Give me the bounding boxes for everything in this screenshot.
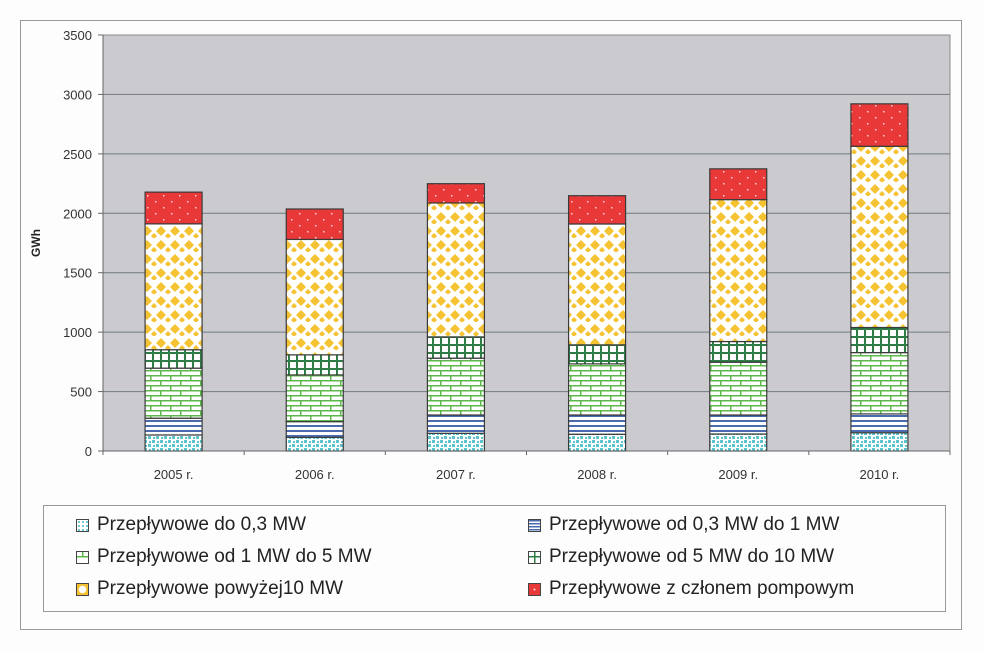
y-tick-label: 2500 [63, 147, 92, 162]
bar-segment [426, 432, 486, 452]
y-tick-label: 1500 [63, 266, 92, 281]
legend: Przepływowe do 0,3 MW Przepływowe od 0,3 … [43, 505, 946, 612]
legend-item: Przepływowe do 0,3 MW [76, 514, 306, 536]
bar-segment [850, 413, 909, 434]
bar-segment [709, 340, 768, 363]
bar-segment [285, 354, 344, 376]
plot-area [102, 34, 951, 452]
y-tick-label: 3500 [63, 28, 92, 43]
legend-swatch-icon [528, 518, 541, 532]
x-tick-label: 2006 r. [295, 467, 335, 482]
x-axis: 2005 r. 2006 r. 2007 r. 2008 r. 2009 r. 2010 … [102, 450, 951, 482]
y-tick-label: 500 [70, 385, 92, 400]
legend-swatch-icon [76, 550, 89, 564]
bar-segment [567, 433, 627, 452]
y-tick-label: 2000 [63, 206, 92, 221]
bar-stack [567, 195, 627, 452]
bar-segment [850, 351, 909, 415]
gridlines [103, 93, 950, 393]
x-tick-label: 2008 r. [577, 467, 617, 482]
legend-swatch-icon [76, 518, 89, 532]
bar-segment [567, 223, 627, 346]
legend-swatch-icon [76, 582, 89, 596]
bar-segment [144, 367, 203, 419]
legend-label: Przepływowe od 5 MW do 10 MW [549, 546, 835, 567]
bar-segment [850, 145, 909, 329]
y-tick-label: 1000 [63, 325, 92, 340]
bar-segment [850, 432, 909, 452]
x-tick-label: 2005 r. [154, 467, 194, 482]
bar-segment [426, 336, 486, 359]
bar-segment [285, 436, 344, 452]
legend-label: Przepływowe od 0,3 MW do 1 MW [549, 514, 840, 535]
bar-stack [144, 191, 203, 452]
legend-swatch-icon [528, 582, 541, 596]
bar-segment [144, 223, 203, 351]
legend-swatch-icon [528, 550, 541, 564]
bar-segment [709, 433, 768, 452]
legend-label: Przepływowe do 0,3 MW [97, 514, 307, 535]
bar-segment [850, 326, 909, 354]
legend-item: Przepływowe powyżej10 MW [76, 578, 343, 600]
bar-segment [426, 414, 486, 434]
y-tick-label: 0 [85, 444, 92, 459]
bar-segment [850, 103, 909, 147]
bar-segment [709, 199, 768, 343]
bar-segment [285, 238, 344, 356]
legend-item: Przepływowe od 0,3 MW do 1 MW [528, 514, 839, 536]
legend-item: Przepływowe z członem pompowym [528, 578, 854, 600]
bar-segment [426, 202, 486, 338]
bar-segment [709, 168, 768, 201]
bar-segment [285, 374, 344, 423]
legend-label: Przepływowe od 1 MW do 5 MW [97, 546, 372, 567]
y-tick-label: 3000 [63, 87, 92, 102]
bar-stack [285, 208, 344, 452]
x-tick-label: 2009 r. [718, 467, 758, 482]
bar-stack [426, 183, 486, 452]
legend-item: Przepływowe od 1 MW do 5 MW [76, 546, 372, 568]
x-tick-label: 2010 r. [860, 467, 900, 482]
bar-segment [709, 361, 768, 416]
bar-segment [709, 414, 768, 435]
bar-segment [285, 421, 344, 438]
legend-label: Przepływowe powyżej10 MW [97, 578, 344, 599]
bar-segment [567, 363, 627, 416]
legend-item: Przepływowe od 5 MW do 10 MW [528, 546, 834, 568]
legend-label: Przepływowe z członem pompowym [549, 578, 855, 599]
bar-segment [567, 344, 627, 365]
bar-stack [850, 103, 909, 452]
bar-segment [567, 414, 627, 435]
bar-segment [144, 434, 203, 452]
bar-segment [567, 195, 627, 225]
bar-segment [144, 349, 203, 369]
y-axis-title: GWh [29, 229, 43, 257]
bar-segment [144, 191, 203, 225]
bar-segment [144, 417, 203, 436]
bar-stack [709, 168, 768, 452]
y-axis: 0 500 1000 1500 2000 2500 3000 3500 [63, 28, 104, 459]
bar-segment [426, 357, 486, 416]
bars [144, 103, 909, 452]
bar-segment [285, 208, 344, 241]
bar-segment [426, 183, 486, 204]
x-tick-label: 2007 r. [436, 467, 476, 482]
